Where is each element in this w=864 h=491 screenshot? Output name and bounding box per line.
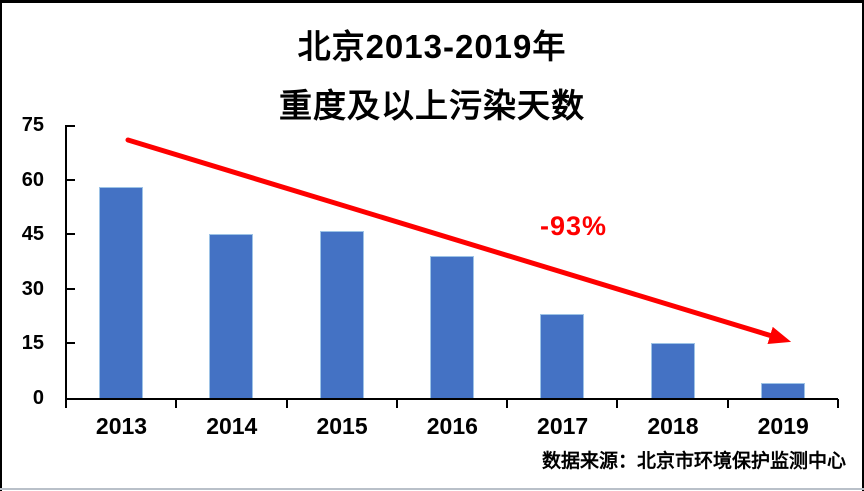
x-tick-mark: [837, 399, 839, 408]
bar-2018: [650, 343, 695, 398]
x-tick-label: 2015: [316, 413, 368, 439]
y-tick-label: 15: [21, 332, 44, 355]
x-tick-label: 2018: [647, 413, 699, 439]
frame-border-left: [0, 0, 2, 491]
bar-2017: [540, 314, 585, 398]
bars-layer: [66, 125, 838, 398]
frame-border-right: [862, 0, 864, 491]
data-source-note: 数据来源：北京市环境保护监测中心: [541, 451, 846, 472]
x-tick-label: 2014: [206, 413, 258, 439]
trend-annotation: -93%: [540, 211, 608, 241]
x-tick-mark: [285, 399, 288, 408]
y-tick-mark: [67, 233, 75, 236]
x-tick-mark: [65, 399, 67, 408]
x-tick-mark: [506, 399, 509, 408]
bar-2016: [430, 256, 474, 398]
frame-border-bottom: [0, 488, 864, 490]
bar-2013: [99, 186, 144, 398]
x-tick-mark: [616, 399, 619, 408]
chart-title-line1: 北京2013-2019年: [297, 28, 567, 65]
x-tick-label: 2017: [537, 413, 589, 439]
y-tick-label: 60: [21, 168, 44, 191]
x-tick-mark: [395, 399, 398, 408]
x-tick-label: 2019: [757, 413, 809, 439]
y-tick-mark: [67, 287, 75, 290]
y-tick-label: 0: [32, 387, 44, 409]
x-tick-mark: [726, 399, 729, 408]
y-tick-mark: [67, 125, 75, 127]
bar-2014: [209, 234, 254, 398]
chart-title-line2: 重度及以上污染天数: [279, 87, 585, 124]
bar-2019: [760, 383, 805, 398]
x-axis-line: [65, 398, 838, 400]
y-axis-line: [65, 125, 67, 400]
frame-border-top: [0, 0, 864, 3]
x-tick-label: 2016: [426, 413, 478, 439]
x-tick-mark: [175, 399, 178, 408]
bar-2015: [319, 230, 364, 398]
y-tick-mark: [67, 342, 75, 345]
y-tick-mark: [67, 178, 75, 181]
y-tick-label: 30: [21, 277, 44, 300]
x-tick-label: 2013: [95, 413, 148, 439]
y-tick-label: 45: [21, 223, 44, 246]
y-tick-label: 75: [21, 114, 44, 136]
